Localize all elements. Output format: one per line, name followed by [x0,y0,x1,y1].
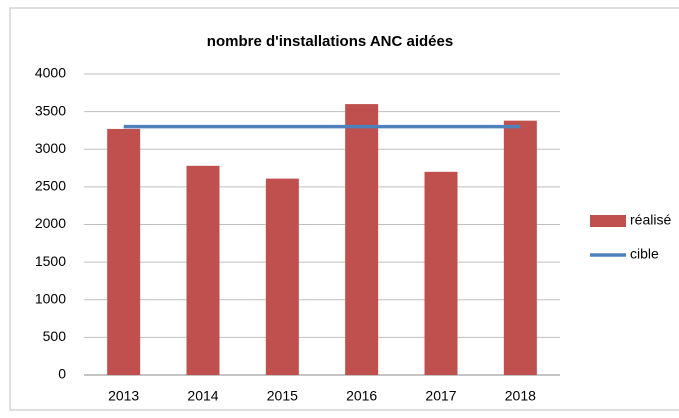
chart-title: nombre d'installations ANC aidées [207,33,453,50]
y-tick-label: 500 [43,328,67,344]
bar [503,120,537,375]
bar [424,171,458,375]
legend-swatch [590,215,626,227]
bar [186,165,220,375]
y-tick-label: 3500 [35,102,66,118]
x-tick-label: 2016 [346,388,377,404]
bar [107,128,141,375]
y-tick-label: 2500 [35,178,66,194]
y-tick-label: 4000 [35,65,66,81]
y-tick-label: 2000 [35,215,66,231]
legend-label: réalisé [630,212,671,228]
y-tick-label: 3000 [35,140,66,156]
x-tick-label: 2015 [267,388,298,404]
bar [345,104,379,375]
x-tick-label: 2014 [187,388,218,404]
legend-label: cible [630,246,659,262]
bar [265,178,299,375]
x-tick-label: 2017 [425,388,456,404]
y-tick-label: 1000 [35,290,66,306]
y-tick-label: 1500 [35,253,66,269]
x-tick-label: 2013 [108,388,139,404]
y-tick-label: 0 [58,366,66,382]
x-tick-label: 2018 [505,388,536,404]
